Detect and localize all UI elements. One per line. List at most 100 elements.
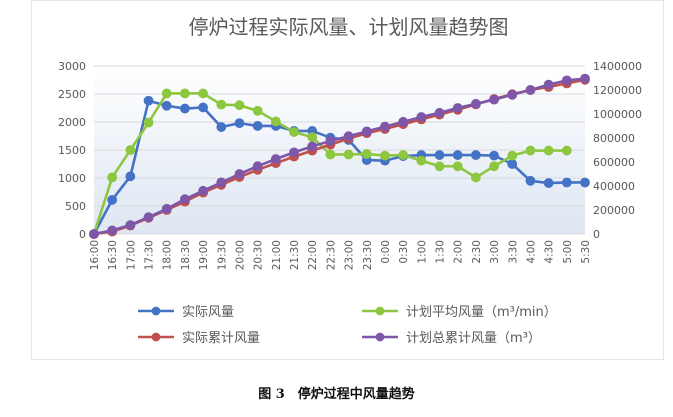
data-point — [543, 178, 554, 188]
data-point — [452, 150, 463, 160]
data-point — [380, 150, 390, 161]
data-point — [216, 122, 227, 132]
data-point — [434, 161, 445, 172]
data-point — [125, 220, 136, 230]
x-tick-label: 0:30 — [398, 240, 410, 264]
data-point — [507, 159, 518, 169]
y-right-tick-label: 1000000 — [593, 108, 642, 121]
x-tick-label: 17:00 — [125, 240, 137, 270]
data-point — [416, 155, 427, 166]
x-tick-label: 18:00 — [162, 240, 174, 270]
data-point — [489, 161, 499, 172]
x-tick-label: 22:00 — [307, 240, 319, 270]
data-point — [107, 194, 118, 205]
data-point — [398, 116, 409, 127]
legend-label: 实际风量 — [182, 305, 234, 320]
data-point — [143, 95, 154, 106]
figure-caption: 图 3 停炉过程中风量趋势 — [258, 387, 415, 402]
data-point — [507, 150, 518, 161]
x-tick-label: 21:30 — [289, 240, 301, 270]
x-tick-label: 19:30 — [216, 240, 228, 270]
y-left-tick-label: 1000 — [58, 172, 86, 185]
data-point — [361, 149, 372, 159]
data-point — [161, 100, 172, 111]
y-left-tick-label: 3000 — [58, 60, 86, 73]
data-point — [452, 161, 463, 172]
data-point — [307, 141, 318, 152]
data-point — [561, 75, 572, 86]
data-point — [125, 145, 136, 155]
data-point — [380, 121, 390, 132]
data-point — [289, 147, 299, 158]
data-point — [470, 98, 481, 109]
data-point — [252, 121, 263, 131]
data-point — [434, 107, 445, 118]
x-tick-label: 23:30 — [362, 240, 374, 270]
y-left-tick-label: 2000 — [58, 116, 86, 129]
legend-label: 实际累计风量 — [182, 331, 260, 346]
data-point — [234, 169, 245, 179]
y-left-tick-label: 2500 — [58, 88, 86, 101]
data-point — [107, 225, 118, 236]
y-right-tick-label: 200000 — [593, 204, 635, 217]
line-chart: 0 500 1000 1500 2000 2500 3000 0 200000 400000 600… — [58, 60, 642, 346]
x-tick-label: 21:00 — [271, 240, 283, 270]
x-tick-label: 3:00 — [489, 240, 501, 264]
data-point — [561, 177, 572, 188]
data-point — [580, 177, 590, 188]
data-point — [198, 102, 209, 113]
data-point — [489, 94, 499, 105]
y-right-tick-label: 400000 — [593, 180, 635, 193]
x-tick-label: 2:30 — [471, 240, 483, 264]
data-point — [507, 89, 518, 100]
data-point — [198, 185, 209, 196]
data-point — [252, 161, 263, 172]
x-tick-label: 20:00 — [234, 240, 246, 270]
data-point — [198, 88, 209, 99]
x-tick-label: 4:00 — [525, 240, 537, 264]
x-tick-label: 5:00 — [562, 240, 574, 264]
data-point — [180, 194, 190, 205]
data-point — [307, 132, 318, 143]
x-tick-label: 16:00 — [89, 240, 101, 270]
data-point — [525, 175, 536, 186]
x-tick-label: 5:30 — [580, 240, 592, 264]
data-point — [161, 203, 172, 214]
data-point — [161, 88, 172, 99]
x-tick-label: 3:30 — [507, 240, 519, 264]
data-point — [107, 172, 118, 183]
x-tick-label: 1:30 — [435, 240, 447, 264]
legend-marker — [151, 306, 161, 316]
data-point — [216, 177, 227, 188]
data-point — [289, 127, 299, 137]
data-point — [180, 88, 190, 99]
data-point — [325, 136, 336, 146]
data-point — [270, 116, 281, 127]
x-tick-label: 23:00 — [344, 240, 356, 270]
x-tick-label: 4:30 — [544, 240, 556, 264]
data-point — [470, 172, 481, 183]
data-point — [452, 103, 463, 113]
data-point — [525, 85, 536, 95]
x-tick-label: 17:30 — [144, 240, 156, 270]
x-tick-label: 18:30 — [180, 240, 192, 270]
legend-marker — [151, 332, 161, 342]
y-left-tick-label: 1500 — [58, 144, 86, 157]
x-tick-label: 0:00 — [380, 240, 392, 264]
legend-label: 计划平均风量（m³/min） — [406, 305, 557, 320]
data-point — [143, 117, 154, 128]
data-point — [543, 79, 554, 90]
data-point — [543, 145, 554, 156]
data-point — [434, 150, 445, 160]
data-point — [125, 171, 136, 182]
data-point — [89, 229, 99, 239]
data-point — [580, 73, 590, 84]
legend-label: 计划总累计风量（m³） — [406, 331, 541, 346]
data-point — [216, 99, 227, 110]
x-tick-label: 2:00 — [453, 240, 465, 264]
x-tick-label: 22:30 — [325, 240, 337, 270]
data-point — [416, 112, 427, 122]
data-point — [489, 150, 499, 161]
data-point — [470, 150, 481, 160]
x-tick-label: 19:00 — [198, 240, 210, 270]
